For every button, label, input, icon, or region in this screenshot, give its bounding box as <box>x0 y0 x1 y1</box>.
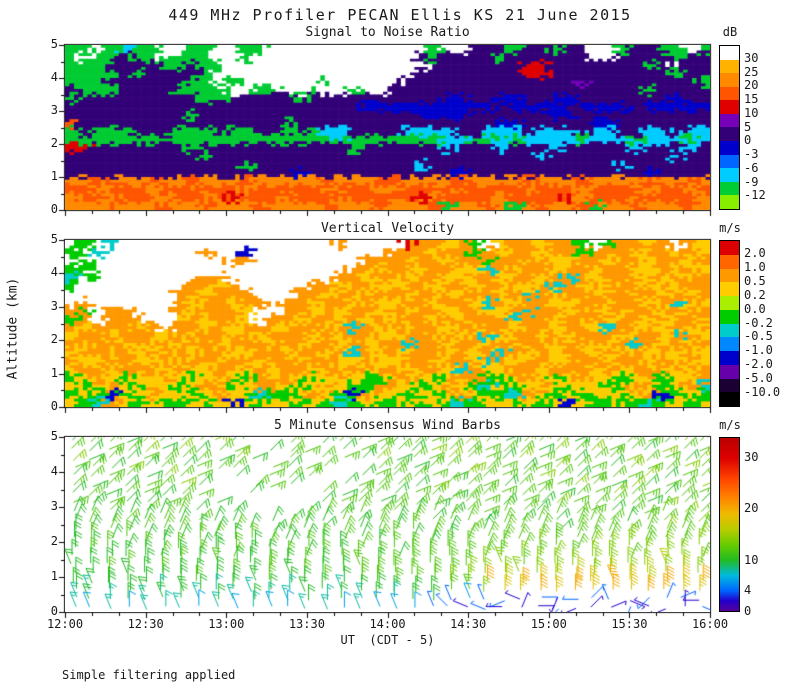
colorbar-segment <box>720 154 739 169</box>
colorbar-tick-label: -10.0 <box>744 385 781 400</box>
snr-heatmap <box>65 45 710 210</box>
colorbar-tick-label: -3 <box>744 147 759 161</box>
velocity-colorbar <box>719 240 740 407</box>
colorbar-tick-label: 10 <box>744 105 759 120</box>
y-tick-label: 0 <box>50 604 58 618</box>
x-tick-label: 13:30 <box>288 617 325 631</box>
colorbar-tick-label: 30 <box>744 50 759 65</box>
colorbar-tick-label: 15 <box>744 92 759 106</box>
colorbar-segment <box>720 113 739 128</box>
y-tick-label: 1 <box>50 365 58 380</box>
x-axis-label: UT (CDT - 5) <box>340 633 435 647</box>
colorbar-segment <box>720 378 739 393</box>
x-tick-label: 14:30 <box>450 617 487 631</box>
y-axis-label: Altitude (km) <box>5 277 21 380</box>
y-tick-label: 5 <box>50 37 58 51</box>
y-tick-label: 5 <box>50 232 58 246</box>
colorbar-segment <box>720 337 739 351</box>
colorbar-tick-label: -9 <box>744 174 759 189</box>
y-tick-label: 2 <box>50 136 58 150</box>
wind-barbs-plot <box>65 437 710 612</box>
colorbar-segment <box>720 181 739 196</box>
y-tick-label: 3 <box>50 103 58 117</box>
colorbar-tick-label: 0 <box>744 604 752 618</box>
x-tick-label: 12:00 <box>46 617 84 631</box>
colorbar-tick-label: -0.5 <box>744 329 773 344</box>
colorbar-tick-label: 0.0 <box>744 301 766 316</box>
colorbar-segment <box>720 168 739 182</box>
colorbar-tick-label: 0.2 <box>744 287 766 302</box>
y-tick-label: 4 <box>50 265 58 280</box>
colorbar-tick-label: 2.0 <box>744 245 766 260</box>
x-tick-label: 15:00 <box>530 617 567 631</box>
colorbar-tick-label: -6 <box>744 160 759 175</box>
colorbar-segment <box>720 268 739 283</box>
colorbar-tick-label: -0.2 <box>744 315 773 330</box>
colorbar-tick-label: -1.0 <box>744 343 773 358</box>
colorbar-tick-label: 0.5 <box>744 273 766 288</box>
snr-colorbar-unit: dB <box>722 25 738 39</box>
colorbar-tick-label: 20 <box>744 501 759 516</box>
velocity-panel-title: Vertical Velocity <box>320 221 455 236</box>
colorbar-segment <box>720 296 739 310</box>
colorbar-segment <box>720 86 739 101</box>
y-tick-label: 2 <box>50 534 58 548</box>
colorbar-tick-label: 4 <box>744 583 752 598</box>
y-tick-label: 1 <box>50 169 58 183</box>
colorbar-segment <box>720 282 739 296</box>
snr-panel-title: Signal to Noise Ratio <box>305 25 470 40</box>
colorbar-segment <box>720 254 739 269</box>
colorbar-segment <box>720 309 739 324</box>
colorbar-segment <box>720 141 739 155</box>
y-tick-label: 2 <box>50 332 58 347</box>
footer-note: Simple filtering applied <box>62 668 236 682</box>
colorbar-tick-label: 10 <box>744 552 759 567</box>
colorbar-segment <box>720 195 739 209</box>
y-tick-label: 3 <box>50 499 58 513</box>
colorbar-segment <box>720 100 739 114</box>
colorbar-tick-label: 25 <box>744 64 759 79</box>
colorbar-segment <box>720 127 739 142</box>
colorbar-tick-label: 0 <box>744 133 752 148</box>
colorbar-tick-label: 5 <box>744 119 752 134</box>
y-tick-label: 1 <box>50 569 58 583</box>
vertical-velocity-heatmap <box>65 240 710 407</box>
colorbar-tick-label: -2.0 <box>744 357 773 372</box>
colorbar-segment <box>720 392 739 406</box>
colorbar-segment <box>720 73 739 87</box>
y-tick-label: 5 <box>50 429 58 443</box>
colorbar-segment <box>720 46 739 60</box>
colorbar-tick-label: 20 <box>744 78 759 93</box>
x-tick-label: 12:30 <box>127 617 164 631</box>
colorbar-segment <box>720 351 739 365</box>
y-tick-label: 4 <box>50 464 58 478</box>
chart-title: 449 MHz Profiler PECAN Ellis KS 21 June … <box>168 6 632 24</box>
colorbar-tick-label: 30 <box>744 449 759 464</box>
x-tick-label: 14:00 <box>369 617 406 631</box>
windbarb-panel-title: 5 Minute Consensus Wind Barbs <box>274 418 501 433</box>
velocity-colorbar-unit: m/s <box>719 221 741 235</box>
x-tick-label: 15:30 <box>611 617 648 631</box>
y-tick-label: 0 <box>50 202 58 216</box>
colorbar-tick-label: -5.0 <box>744 371 773 386</box>
wind-speed-colorbar <box>719 437 740 612</box>
colorbar-segment <box>720 241 739 255</box>
colorbar-segment <box>720 59 739 74</box>
y-tick-label: 3 <box>50 298 58 313</box>
colorbar-segment <box>720 323 739 338</box>
y-tick-label: 0 <box>50 399 58 413</box>
x-tick-label: 13:00 <box>208 617 245 631</box>
windspeed-colorbar-unit: m/s <box>719 418 741 432</box>
y-tick-label: 4 <box>50 70 58 84</box>
colorbar-tick-label: -12 <box>744 188 766 203</box>
x-tick-label: 16:00 <box>691 617 729 631</box>
colorbar-tick-label: 1.0 <box>744 259 766 274</box>
colorbar-segment <box>720 364 739 379</box>
snr-colorbar <box>719 45 740 210</box>
